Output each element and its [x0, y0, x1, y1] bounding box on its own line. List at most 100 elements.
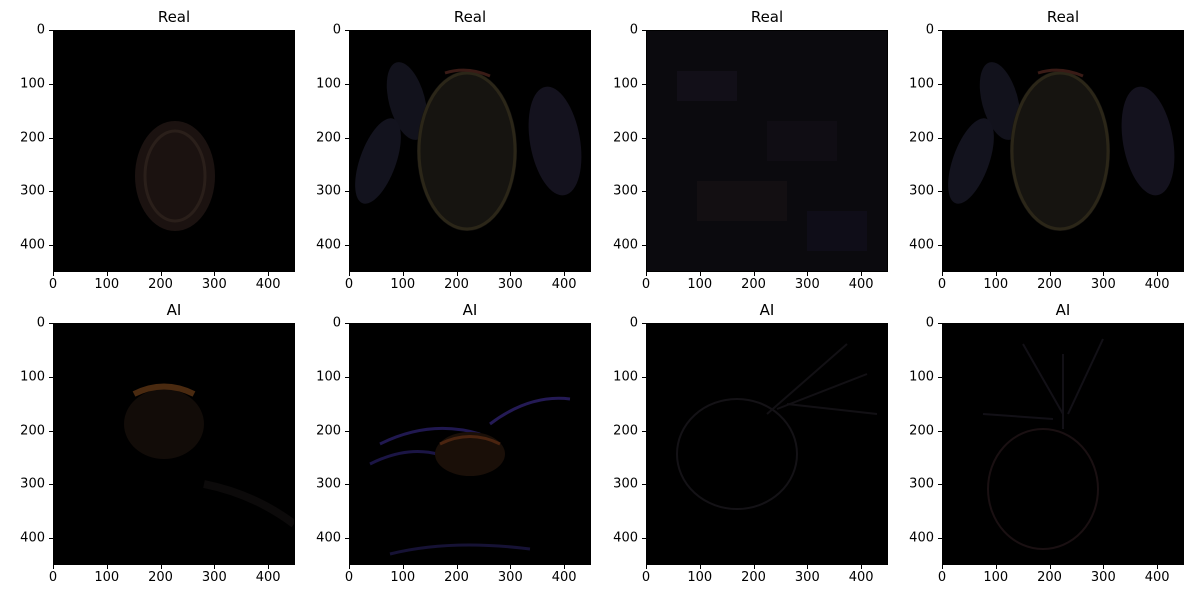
y-tick-mark — [49, 431, 53, 432]
x-tick-label: 0 — [938, 277, 946, 292]
x-tick-mark — [996, 272, 997, 276]
panel-image — [53, 30, 295, 272]
y-tick-mark — [642, 484, 646, 485]
y-tick-label: 0 — [13, 316, 45, 331]
x-tick-mark — [1103, 565, 1104, 569]
x-tick-mark — [214, 272, 215, 276]
y-tick-mark — [938, 191, 942, 192]
x-tick-label: 200 — [148, 277, 173, 292]
y-tick-mark — [642, 377, 646, 378]
y-tick-label: 300 — [13, 477, 45, 492]
y-tick-label: 200 — [902, 130, 934, 145]
y-tick-mark — [49, 538, 53, 539]
x-tick-label: 200 — [148, 570, 173, 585]
y-tick-label: 300 — [309, 477, 341, 492]
panel-visual — [943, 324, 1184, 565]
x-tick-mark — [53, 272, 54, 276]
y-tick-label: 0 — [606, 316, 638, 331]
y-tick-label: 0 — [309, 23, 341, 38]
y-tick-label: 300 — [902, 184, 934, 199]
y-tick-mark — [642, 431, 646, 432]
y-tick-label: 300 — [309, 184, 341, 199]
x-tick-mark — [996, 565, 997, 569]
x-tick-mark — [268, 565, 269, 569]
x-tick-label: 100 — [687, 277, 712, 292]
panel-visual — [647, 324, 888, 565]
x-tick-label: 200 — [444, 277, 469, 292]
x-tick-label: 200 — [1037, 570, 1062, 585]
x-tick-mark — [807, 565, 808, 569]
x-tick-mark — [564, 565, 565, 569]
x-tick-label: 300 — [498, 277, 523, 292]
x-tick-label: 300 — [202, 277, 227, 292]
x-tick-label: 200 — [741, 570, 766, 585]
panel-visual — [647, 31, 888, 272]
panel-image — [349, 30, 591, 272]
x-tick-mark — [861, 565, 862, 569]
y-tick-label: 400 — [902, 531, 934, 546]
x-tick-mark — [1103, 272, 1104, 276]
x-tick-mark — [349, 272, 350, 276]
x-tick-label: 400 — [849, 570, 874, 585]
x-tick-mark — [1050, 565, 1051, 569]
y-tick-label: 0 — [13, 23, 45, 38]
x-tick-label: 400 — [1145, 277, 1170, 292]
x-tick-mark — [268, 272, 269, 276]
y-tick-label: 400 — [13, 238, 45, 253]
x-tick-mark — [1157, 272, 1158, 276]
x-tick-mark — [53, 565, 54, 569]
x-tick-mark — [861, 272, 862, 276]
y-tick-mark — [938, 323, 942, 324]
y-tick-label: 400 — [606, 238, 638, 253]
y-tick-mark — [345, 84, 349, 85]
y-tick-label: 0 — [309, 316, 341, 331]
x-tick-label: 0 — [345, 570, 353, 585]
x-tick-mark — [1050, 272, 1051, 276]
y-tick-label: 0 — [902, 23, 934, 38]
y-tick-label: 200 — [13, 130, 45, 145]
y-tick-mark — [938, 484, 942, 485]
y-tick-mark — [345, 191, 349, 192]
y-tick-mark — [642, 323, 646, 324]
y-tick-label: 200 — [309, 423, 341, 438]
y-tick-label: 400 — [309, 531, 341, 546]
y-tick-label: 400 — [902, 238, 934, 253]
y-tick-mark — [642, 30, 646, 31]
panel-image — [942, 323, 1184, 565]
y-tick-mark — [49, 484, 53, 485]
x-tick-label: 400 — [849, 277, 874, 292]
x-tick-mark — [457, 565, 458, 569]
y-tick-label: 400 — [309, 238, 341, 253]
y-tick-label: 400 — [13, 531, 45, 546]
y-tick-mark — [49, 245, 53, 246]
y-tick-mark — [49, 84, 53, 85]
y-tick-mark — [49, 30, 53, 31]
x-tick-label: 100 — [983, 277, 1008, 292]
x-tick-label: 100 — [94, 277, 119, 292]
y-tick-mark — [938, 538, 942, 539]
x-tick-mark — [646, 565, 647, 569]
x-tick-mark — [214, 565, 215, 569]
y-tick-mark — [49, 138, 53, 139]
panel-title: Real — [751, 8, 783, 26]
panel-visual — [943, 31, 1184, 272]
y-tick-label: 200 — [902, 423, 934, 438]
x-tick-label: 200 — [1037, 277, 1062, 292]
x-tick-mark — [403, 272, 404, 276]
panel-image — [349, 323, 591, 565]
x-tick-mark — [942, 272, 943, 276]
y-tick-mark — [938, 84, 942, 85]
x-tick-label: 400 — [256, 277, 281, 292]
x-tick-mark — [161, 272, 162, 276]
panel-title: AI — [1056, 301, 1071, 319]
x-tick-label: 100 — [983, 570, 1008, 585]
x-tick-mark — [107, 565, 108, 569]
y-tick-mark — [345, 323, 349, 324]
y-tick-mark — [938, 245, 942, 246]
y-tick-label: 100 — [606, 369, 638, 384]
y-tick-label: 200 — [13, 423, 45, 438]
x-tick-mark — [510, 272, 511, 276]
x-tick-mark — [403, 565, 404, 569]
x-tick-label: 0 — [938, 570, 946, 585]
y-tick-mark — [49, 323, 53, 324]
